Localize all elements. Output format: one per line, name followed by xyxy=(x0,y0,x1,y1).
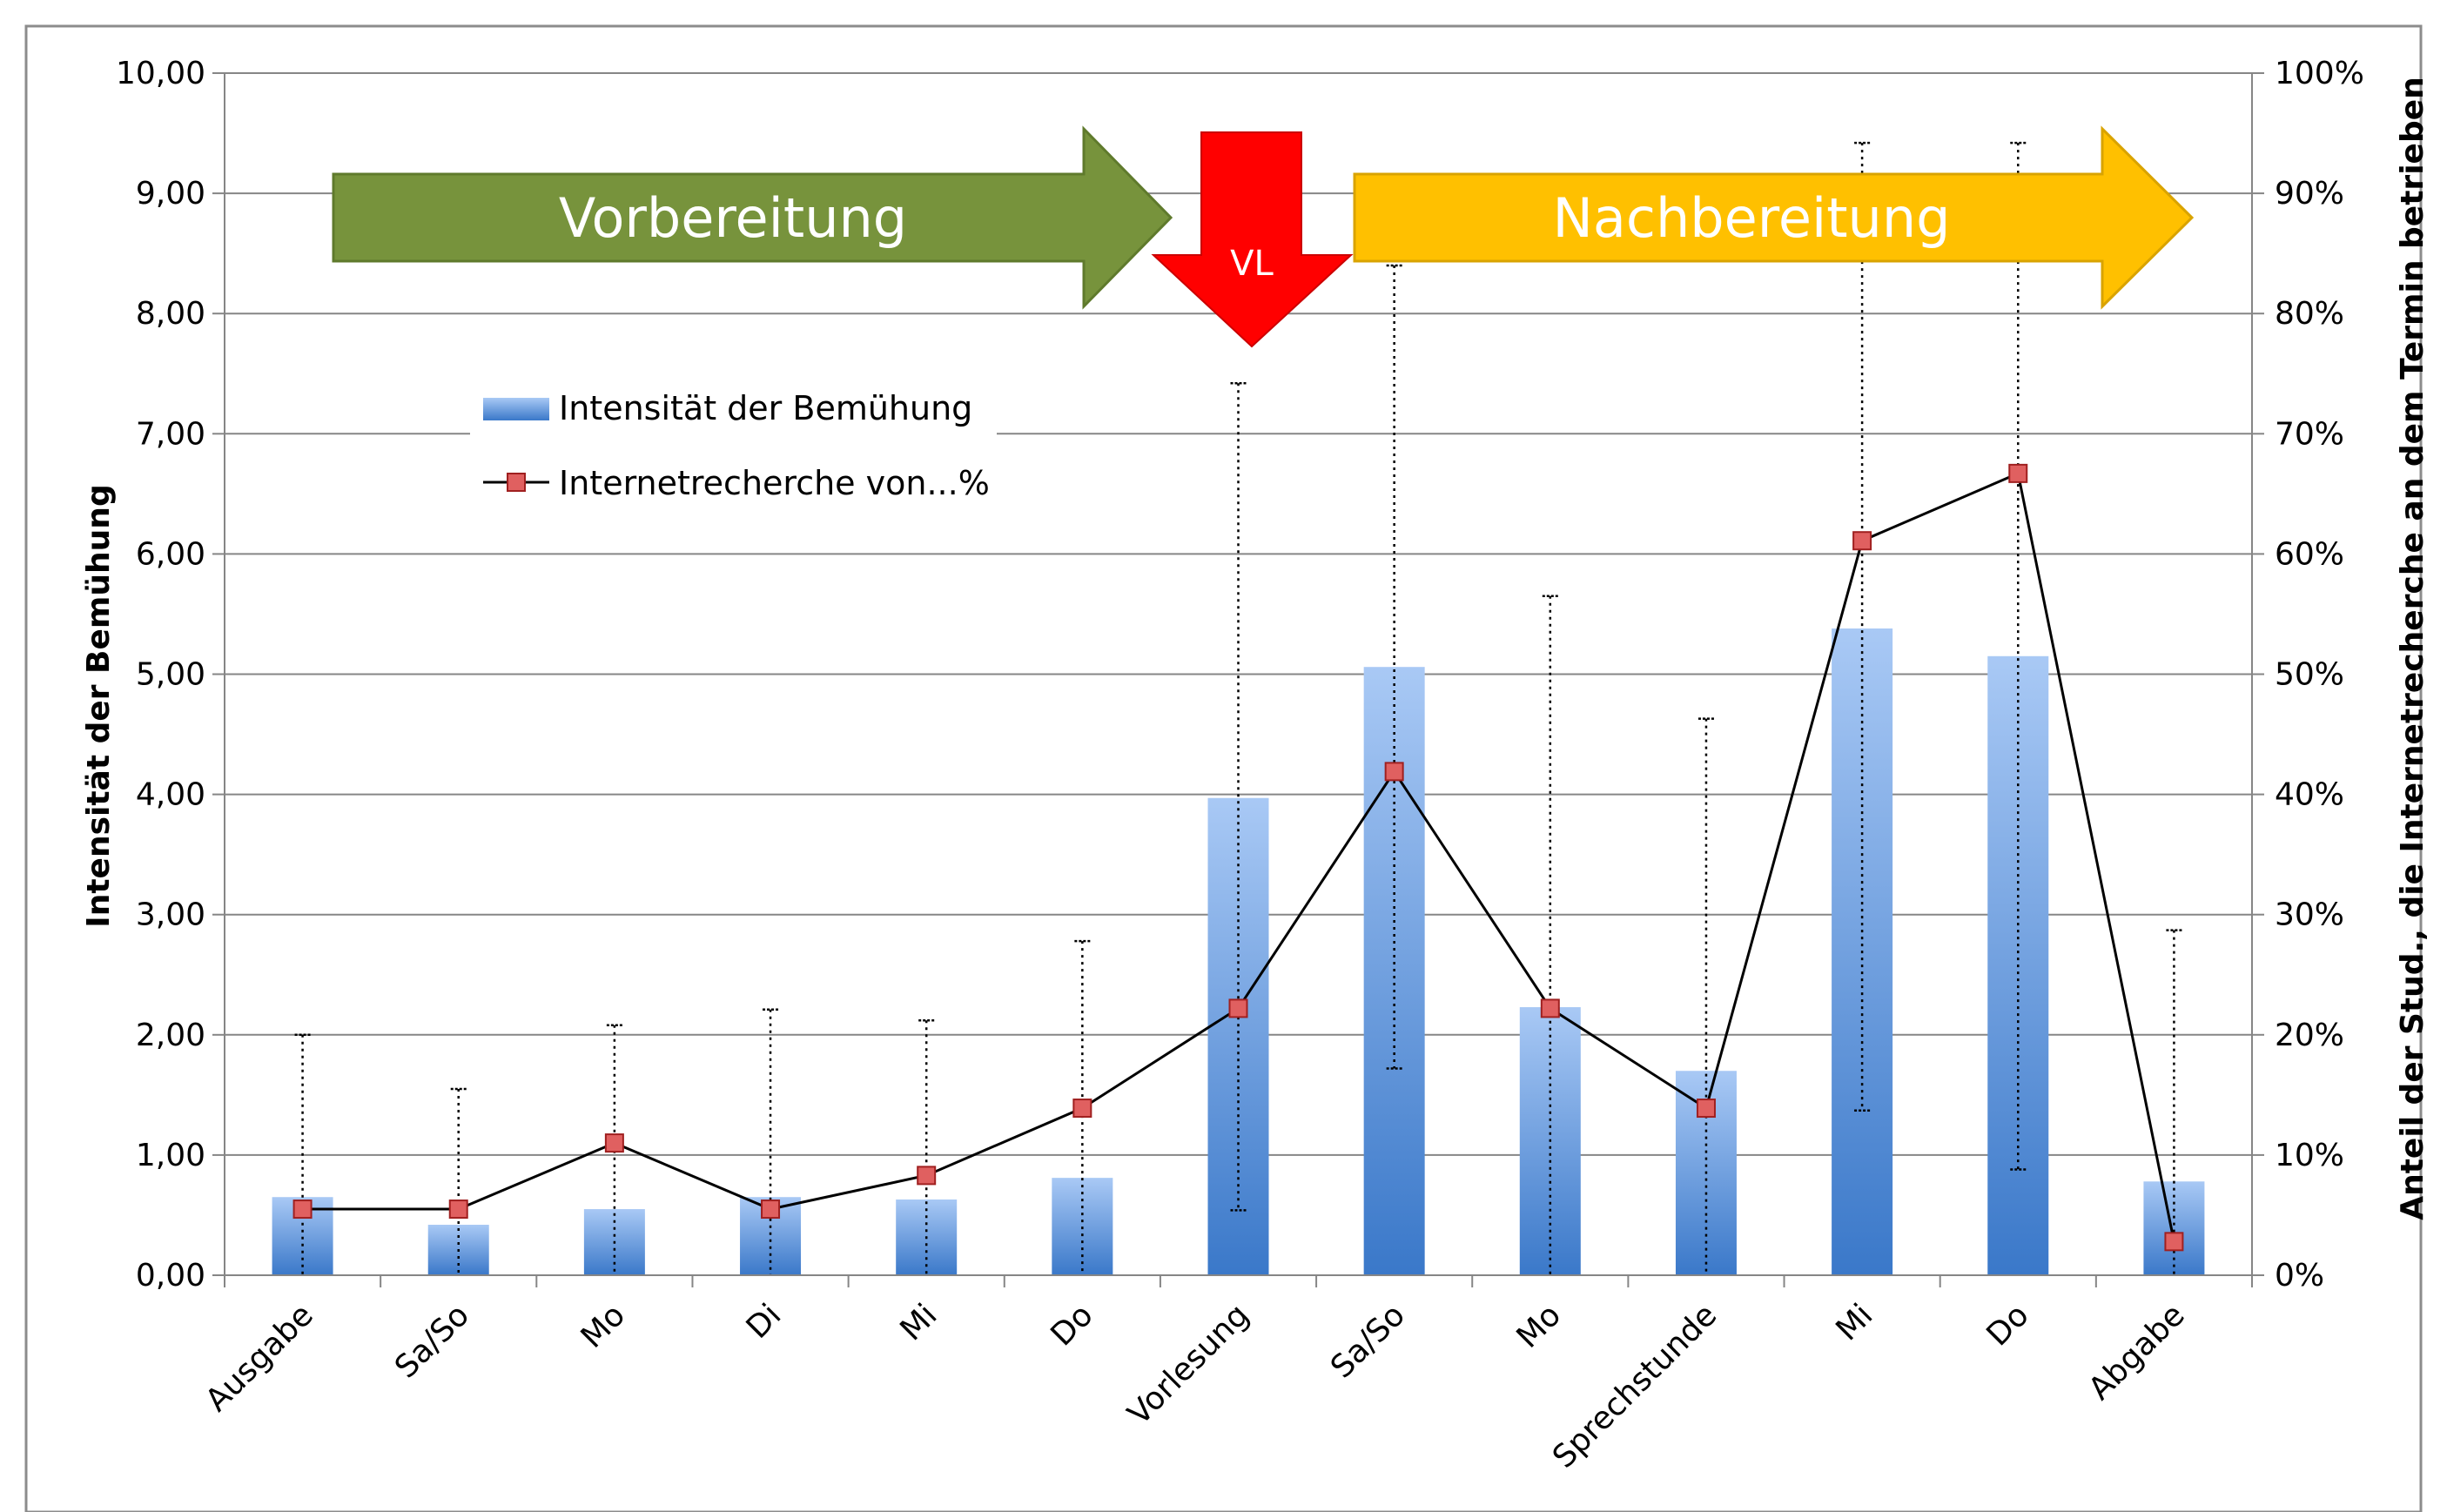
line-marker xyxy=(1540,998,1560,1018)
y-tick-labels: 0,00 1,00 2,00 3,00 4,00 5,00 6,00 7,00 8,00 9,00… xyxy=(116,56,205,1294)
y-tick-label: 1,00 xyxy=(136,1138,205,1173)
line-marker xyxy=(292,1200,313,1220)
y2-tick-label: 70% xyxy=(2275,416,2344,452)
y2-tick-label: 50% xyxy=(2275,657,2344,693)
line-marker xyxy=(1852,531,1872,551)
axes xyxy=(224,73,2253,1287)
bars xyxy=(272,628,2205,1275)
y-tick-label: 0,00 xyxy=(136,1258,205,1294)
y2-tick-label: 30% xyxy=(2275,897,2344,933)
line-marker xyxy=(1228,998,1248,1018)
line-marker xyxy=(448,1200,468,1220)
legend-bar-label: Intensität der Bemühung xyxy=(559,389,972,427)
y-tick-label: 5,00 xyxy=(136,657,205,693)
error-bars xyxy=(294,141,2182,1275)
line-marker xyxy=(1384,762,1404,782)
line-marker xyxy=(604,1133,624,1153)
y-axis-title: Intensität der Bemühung xyxy=(81,484,117,927)
prep-arrow: Vorbereitung xyxy=(332,125,1173,310)
y-tick-label: 3,00 xyxy=(136,897,205,933)
y2-tick-label: 0% xyxy=(2275,1258,2324,1294)
bar xyxy=(1207,797,1269,1275)
prep-arrow-label: Vorbereitung xyxy=(559,186,907,250)
legend-line-marker xyxy=(507,473,526,492)
y-tick-label: 2,00 xyxy=(136,1018,205,1053)
post-arrow-label: Nachbereitung xyxy=(1552,186,1950,250)
y2-tick-label: 60% xyxy=(2275,536,2344,572)
y2-tick-label: 100% xyxy=(2275,56,2364,91)
line-marker xyxy=(917,1166,937,1186)
y-tick-label: 6,00 xyxy=(136,536,205,572)
y-tick-label: 8,00 xyxy=(136,296,205,332)
lecture-arrow: VL xyxy=(1151,131,1354,348)
y2-tick-labels: 0% 10% 20% 30% 40% 50% 60% 70% 80% 90% 100% xyxy=(2275,56,2364,1294)
lecture-arrow-label: VL xyxy=(1230,244,1274,284)
y2-tick-label: 40% xyxy=(2275,777,2344,813)
legend-box xyxy=(470,376,997,520)
y-tick-label: 4,00 xyxy=(136,777,205,813)
y2-tick-label: 10% xyxy=(2275,1138,2344,1173)
legend-bar-swatch xyxy=(483,398,549,420)
y-tick-label: 10,00 xyxy=(116,56,205,91)
line-marker xyxy=(761,1200,781,1220)
legend-line-label: Internetrecherche von...% xyxy=(559,464,990,502)
y-tick-label: 9,00 xyxy=(136,176,205,212)
line-marker xyxy=(2008,463,2028,483)
y-tick-label: 7,00 xyxy=(136,416,205,452)
line-marker xyxy=(1072,1099,1092,1119)
line-marker xyxy=(2164,1232,2184,1252)
line-marker xyxy=(1696,1099,1716,1119)
y2-tick-label: 90% xyxy=(2275,176,2344,212)
y2-tick-label: 80% xyxy=(2275,296,2344,332)
legend: Intensität der Bemühung Internetrecherch… xyxy=(470,376,997,520)
line-series xyxy=(292,463,2184,1252)
y2-axis-title: Anteil der Stud., die Internetrecherche … xyxy=(2395,77,2430,1220)
post-arrow: Nachbereitung xyxy=(1353,125,2195,310)
y2-tick-label: 20% xyxy=(2275,1018,2344,1053)
